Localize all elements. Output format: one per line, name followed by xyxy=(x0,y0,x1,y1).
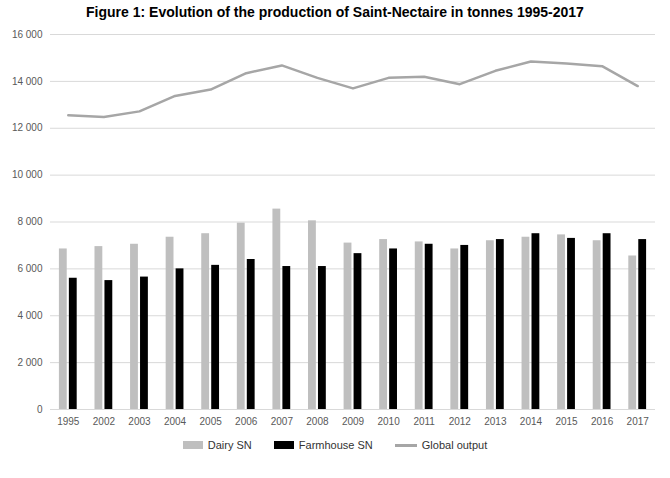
svg-text:2 000: 2 000 xyxy=(17,357,42,368)
svg-text:10 000: 10 000 xyxy=(12,169,43,180)
html-text:Dairy SN: Dairy SN xyxy=(207,439,252,451)
svg-text:2012: 2012 xyxy=(449,416,472,427)
svg-text:2006: 2006 xyxy=(235,416,258,427)
svg-text:2015: 2015 xyxy=(555,416,578,427)
svg-text:2016: 2016 xyxy=(591,416,614,427)
svg-text:2002: 2002 xyxy=(93,416,116,427)
html-text:Global output: Global output xyxy=(421,439,488,451)
svg-text:2010: 2010 xyxy=(377,416,400,427)
svg-text:2017: 2017 xyxy=(627,416,650,427)
svg-text:2007: 2007 xyxy=(271,416,294,427)
svg-text:16 000: 16 000 xyxy=(12,29,43,40)
svg-text:2004: 2004 xyxy=(164,416,187,427)
svg-text:4 000: 4 000 xyxy=(17,310,42,321)
svg-text:6 000: 6 000 xyxy=(17,263,42,274)
svg-text:1995: 1995 xyxy=(57,416,80,427)
svg-text:2005: 2005 xyxy=(200,416,223,427)
svg-text:8 000: 8 000 xyxy=(17,216,42,227)
svg-text:14 000: 14 000 xyxy=(12,76,43,87)
svg-text:2013: 2013 xyxy=(484,416,507,427)
svg-text:2003: 2003 xyxy=(128,416,151,427)
svg-text:2009: 2009 xyxy=(342,416,365,427)
html-text:Figure 1: Evolution of the pro: Figure 1: Evolution of the production of… xyxy=(86,4,584,20)
svg-text:0: 0 xyxy=(37,404,43,415)
svg-text:2014: 2014 xyxy=(520,416,543,427)
svg-text:12 000: 12 000 xyxy=(12,122,43,133)
svg-text:2008: 2008 xyxy=(306,416,329,427)
svg-text:2011: 2011 xyxy=(413,416,435,427)
html-text:Farmhouse SN: Farmhouse SN xyxy=(298,439,373,451)
